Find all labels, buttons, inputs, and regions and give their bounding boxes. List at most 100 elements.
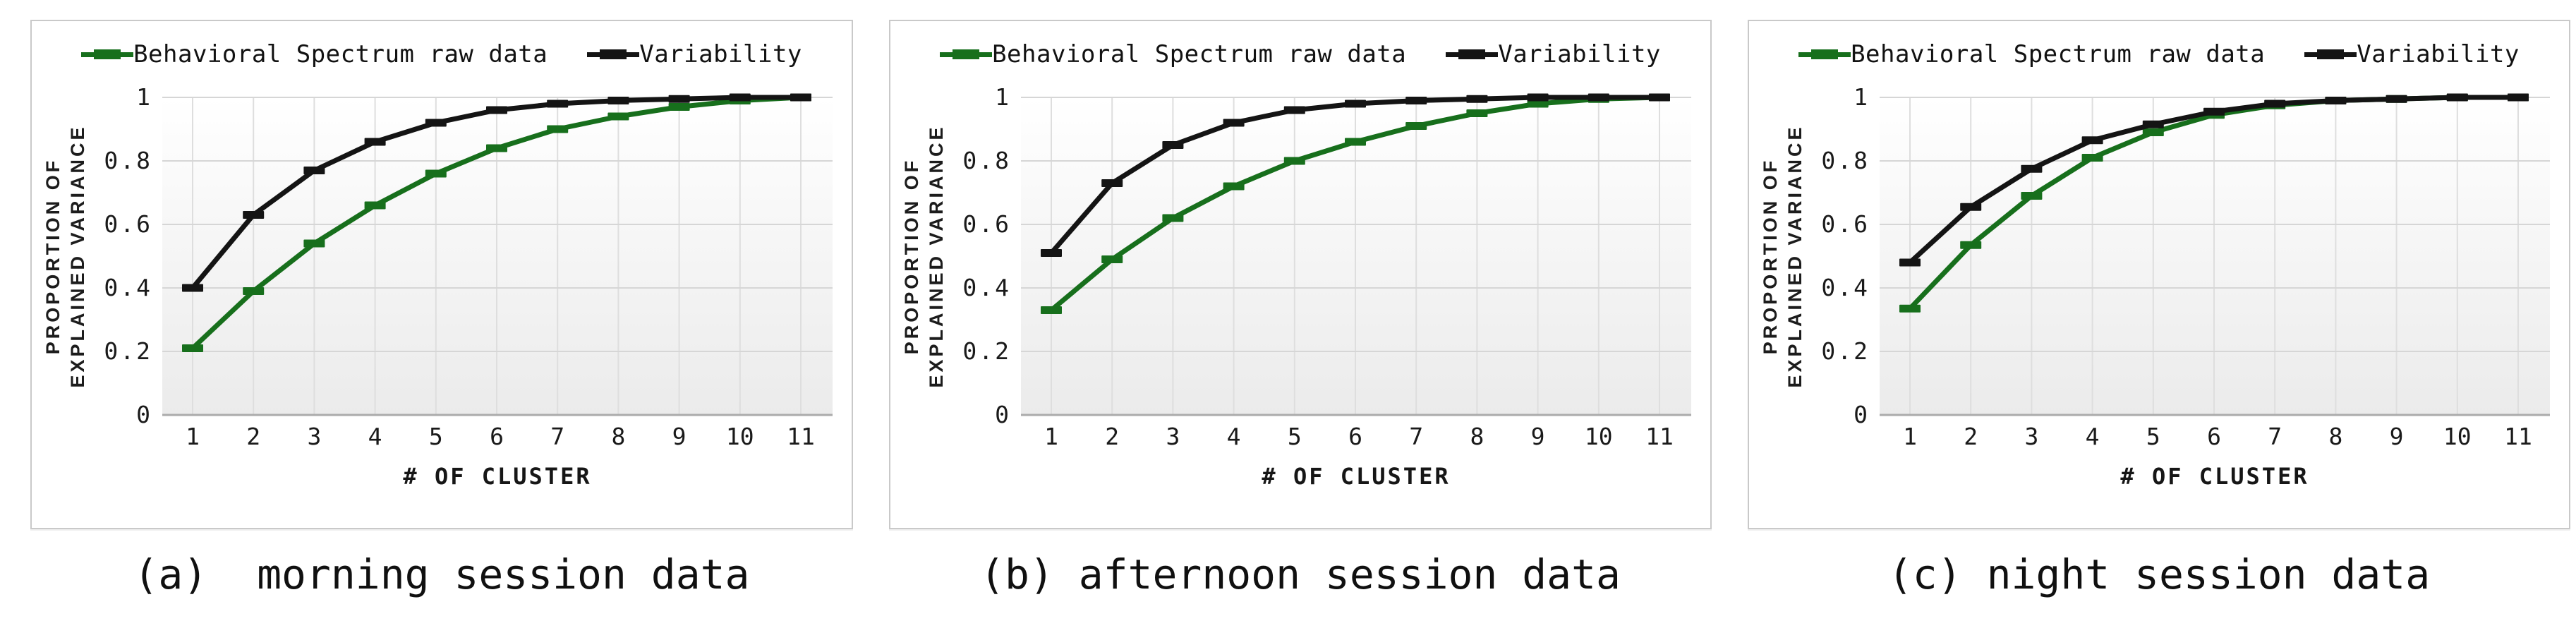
x-tick-label: 2 [246,423,260,450]
data-point-marker [1899,258,1921,267]
data-point-marker [607,97,629,104]
variability-series-dash-marker [600,49,627,59]
y-tick-label: 1 [995,83,1011,111]
data-point-marker [2142,120,2164,128]
legend-label-behavioral: Behavioral Spectrum raw data [992,40,1407,68]
data-point-marker [364,201,386,210]
y-axis-title-block: PROPORTION OF EXPLAINED VARIANCE [890,76,957,514]
chart-area-night: PROPORTION OF EXPLAINED VARIANCE 1 2 3 4 5 6 7… [1749,76,2569,514]
data-point-marker [2264,100,2286,108]
caption-night: (c) night session data [1887,550,2431,598]
x-tick-label: 10 [726,423,754,450]
y-tick-label: 0 [136,401,152,428]
data-point-marker [1899,304,1921,313]
y-axis-label: PROPORTION OF EXPLAINED VARIANCE [40,59,90,454]
data-point-marker [1960,241,1982,249]
data-point-marker [1960,203,1982,211]
legend-item-behavioral: Behavioral Spectrum raw data [81,40,548,68]
legend-item-variability: Variability [2304,40,2520,68]
x-tick-label: 2 [1105,423,1119,450]
legend-label-variability: Variability [2357,40,2520,68]
legend-item-behavioral: Behavioral Spectrum raw data [940,40,1406,68]
legend-label-variability: Variability [639,40,802,68]
variability-series-line-swatch [2304,49,2357,59]
figure-row: Behavioral Spectrum raw data Variability… [30,20,2570,598]
x-tick-label: 11 [1645,423,1674,450]
x-tick-label: 8 [2328,423,2342,450]
data-point-marker [182,344,203,352]
chart-area-morning: PROPORTION OF EXPLAINED VARIANCE 1 2 3 4 5 6 7… [32,76,852,514]
x-tick-label: 1 [1044,423,1058,450]
legend-label-behavioral: Behavioral Spectrum raw data [1851,40,2266,68]
x-tick-label: 4 [368,423,382,450]
legend-item-variability: Variability [587,40,802,68]
x-tick-label: 7 [2268,423,2282,450]
variability-series-line-swatch [587,49,640,59]
data-point-marker [1466,109,1488,117]
y-tick-label: 0.6 [1821,210,1870,238]
y-axis-label-line2: EXPLAINED VARIANCE [1784,124,1806,388]
x-tick-label: 10 [1585,423,1613,450]
variability-series-dash-marker [2317,49,2345,59]
x-tick-label: 11 [787,423,815,450]
data-point-marker [1101,255,1123,263]
data-point-marker [364,138,386,146]
data-point-marker [2446,93,2468,102]
x-tick-label: 11 [2504,423,2532,450]
variability-series-dash-marker [1458,49,1486,59]
y-tick-label: 0.4 [104,274,152,301]
data-point-marker [1283,106,1305,114]
y-tick-label: 0 [1854,401,1870,428]
legend: Behavioral Spectrum raw data Variability [1749,21,2569,76]
data-point-marker [790,93,811,102]
y-axis-title-block: PROPORTION OF EXPLAINED VARIANCE [32,76,99,514]
plot-morning: 1 2 3 4 5 6 7 8 9 10 11 0 0.2 0.4 0.6 0.8 1 # OF CLUSTER [104,83,833,490]
data-point-marker [2081,136,2103,145]
y-tick-label: 0.2 [1821,337,1870,365]
legend: Behavioral Spectrum raw data Variability [32,21,852,76]
data-point-marker [486,106,507,114]
y-tick-label: 0.6 [104,210,152,238]
data-point-marker [1041,249,1062,257]
x-tick-label: 1 [186,423,200,450]
data-point-marker [1405,97,1427,104]
data-point-marker [1345,100,1366,108]
x-tick-label: 3 [307,423,321,450]
variability-series-line-swatch [1446,49,1499,59]
y-tick-label: 0.6 [962,210,1011,238]
x-tick-label: 4 [1227,423,1241,450]
data-point-marker [1527,100,1549,108]
data-point-marker [1405,122,1427,130]
data-point-marker [2021,192,2043,200]
y-tick-label: 0.4 [1821,274,1870,301]
caption-morning: (a) morning session data [133,550,750,598]
legend-label-behavioral: Behavioral Spectrum raw data [133,40,548,68]
chart-column-night: Behavioral Spectrum raw data Variability… [1748,20,2570,598]
chart-panel-morning: Behavioral Spectrum raw data Variability… [30,20,853,529]
legend: Behavioral Spectrum raw data Variability [890,21,1710,76]
data-point-marker [2021,164,2043,173]
data-point-marker [425,169,447,178]
legend-item-behavioral: Behavioral Spectrum raw data [1798,40,2265,68]
chart-column-afternoon: Behavioral Spectrum raw data Variability… [889,20,1712,598]
data-point-marker [243,211,265,219]
x-tick-label: 5 [429,423,443,450]
data-point-marker [303,167,325,174]
behavioral-series-dash-marker [1811,49,1839,59]
y-tick-label: 1 [1854,83,1870,111]
y-tick-label: 0.8 [104,147,152,174]
data-point-marker [2508,93,2529,102]
x-tick-label: 3 [1166,423,1180,450]
y-axis-label-line1: PROPORTION OF [42,157,64,355]
x-tick-label: 10 [2443,423,2472,450]
y-tick-label: 0.8 [962,147,1011,174]
data-point-marker [607,112,629,121]
legend-label-variability: Variability [1498,40,1661,68]
plot-night: 1 2 3 4 5 6 7 8 9 10 11 0 0.2 0.4 0.6 0.8 1 # OF CLUSTER [1821,83,2550,490]
data-point-marker [1466,95,1488,103]
data-point-marker [182,284,203,292]
x-axis-label: # OF CLUSTER [403,463,591,490]
x-tick-label: 9 [2390,423,2404,450]
caption-afternoon: (b) afternoon session data [980,550,1621,598]
y-axis-title-block: PROPORTION OF EXPLAINED VARIANCE [1749,76,1816,514]
